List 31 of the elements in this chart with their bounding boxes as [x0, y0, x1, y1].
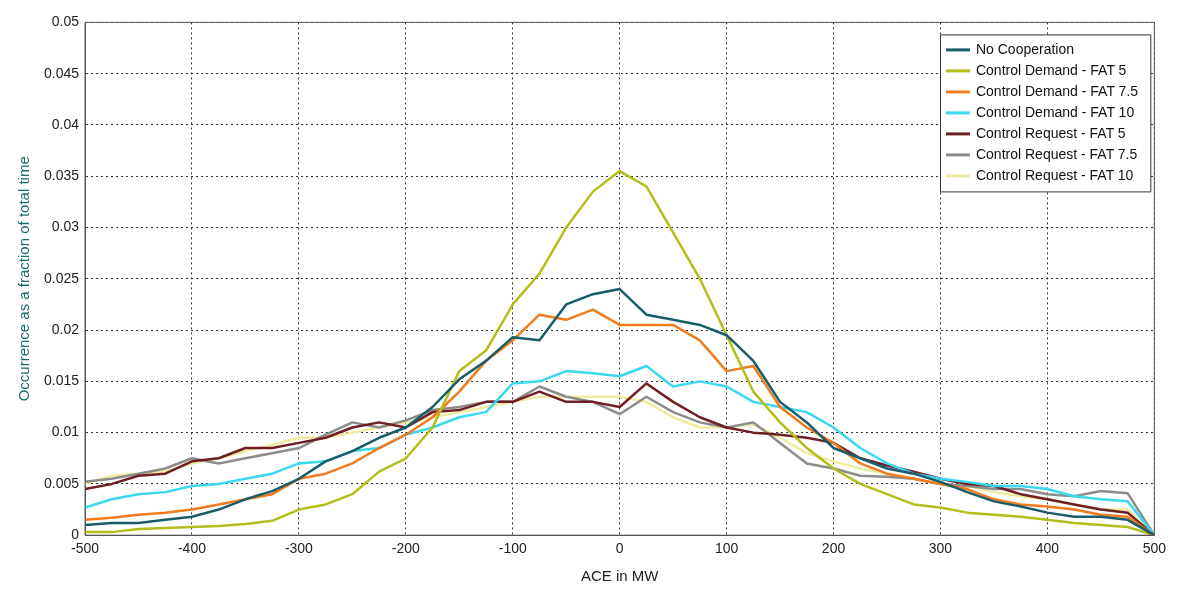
x-tick-label: 400 — [1035, 540, 1060, 557]
y-axis-title: Occurrence as a fraction of total time — [15, 156, 33, 402]
legend-label: Control Request - FAT 7.5 — [975, 145, 1138, 162]
y-tick-label: 0.03 — [51, 218, 80, 235]
x-tick-label: -200 — [391, 540, 421, 557]
x-tick-label: 300 — [928, 540, 953, 557]
x-tick-label: -500 — [71, 540, 100, 557]
x-tick-label: 200 — [821, 540, 846, 557]
x-tick-label: 0 — [615, 540, 624, 557]
y-tick-label: 0.005 — [43, 474, 80, 491]
y-tick-label: 0.05 — [51, 13, 80, 30]
y-tick-label: 0.01 — [51, 423, 80, 440]
legend-label: Control Demand - FAT 10 — [975, 103, 1135, 120]
x-tick-label: -300 — [284, 540, 314, 557]
legend-label: Control Request - FAT 10 — [975, 166, 1134, 183]
legend-label: Control Request - FAT 5 — [975, 124, 1126, 141]
y-tick-label: 0.025 — [43, 269, 80, 286]
x-tick-label: -100 — [498, 540, 527, 557]
legend-label: No Cooperation — [975, 40, 1075, 57]
y-tick-label: 0.04 — [51, 115, 80, 132]
x-axis-title: ACE in MW — [580, 567, 660, 585]
x-tick-label: 100 — [714, 540, 739, 557]
x-tick-label: -400 — [177, 540, 207, 557]
y-tick-label: 0.035 — [43, 167, 80, 184]
y-tick-label: 0.02 — [51, 320, 80, 337]
y-tick-label: 0 — [71, 526, 80, 543]
x-tick-label: 500 — [1142, 540, 1167, 557]
y-tick-label: 0.045 — [43, 64, 80, 81]
legend-label: Control Demand - FAT 5 — [975, 61, 1127, 78]
y-tick-label: 0.015 — [43, 372, 80, 389]
legend-label: Control Demand - FAT 7.5 — [975, 82, 1139, 99]
